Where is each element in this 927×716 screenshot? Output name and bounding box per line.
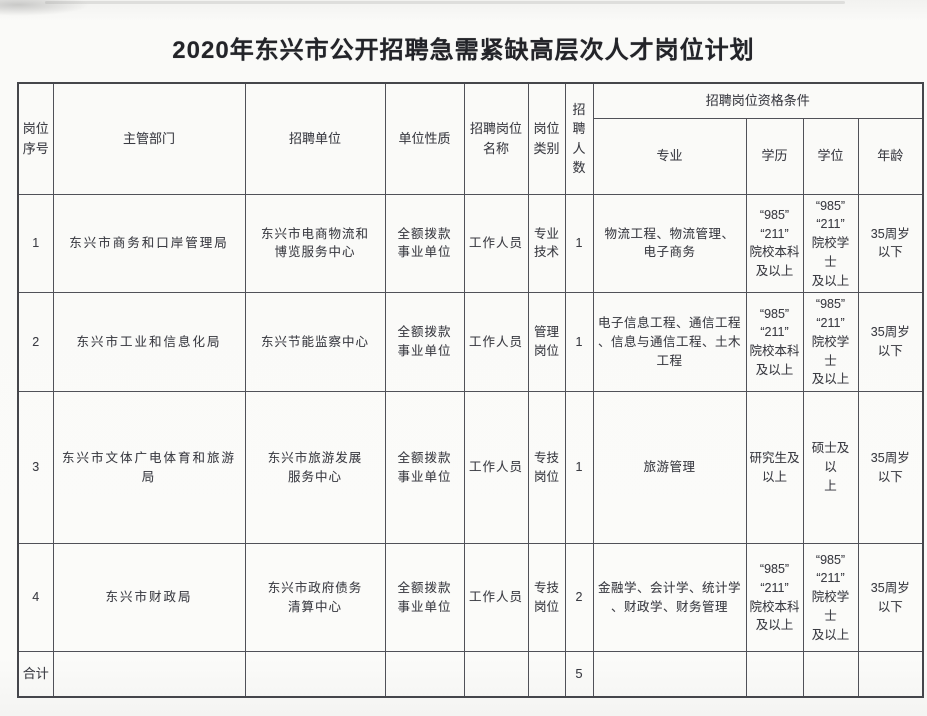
cell-degree: “985” “211” 院校学士 及以上 [802,292,859,392]
cell-count: 2 [564,543,594,652]
cell-nature: 全额拨款 事业单位 [384,543,465,652]
scan-artifact-line [45,1,845,4]
header-qualification-group: 招聘岗位资格条件 [592,82,924,119]
cell-department: 东兴市商务和口岸管理局 [52,193,246,294]
cell-major: 金融学、会计学、统计学 、财政学、财务管理 [592,543,747,652]
cell-education: “985” “211” 院校本科 及以上 [745,193,804,294]
header-degree: 学位 [802,117,859,195]
cell-count: 1 [564,391,594,544]
cell-degree: “985” “211” 院校学士 及以上 [802,543,859,652]
total-empty-department [52,651,246,697]
cell-major: 旅游管理 [592,391,747,544]
total-empty-position [463,651,529,697]
cell-unit: 东兴市政府债务 清算中心 [244,543,386,652]
cell-position: 工作人员 [463,193,529,294]
cell-seq: 4 [17,543,54,652]
total-label: 合计 [17,651,54,697]
cell-seq: 3 [17,391,54,544]
cell-age: 35周岁 以下 [857,391,924,544]
cell-education: “985” “211” 院校本科 及以上 [745,292,804,392]
cell-position: 工作人员 [463,292,529,392]
cell-category: 专技 岗位 [527,543,566,652]
cell-unit: 东兴市电商物流和 博览服务中心 [244,193,386,294]
table-row: 4 东兴市财政局 东兴市政府债务 清算中心 全额拨款 事业单位 工作人员 专技 … [17,543,924,652]
cell-nature: 全额拨款 事业单位 [384,292,465,392]
total-empty-age [857,651,924,697]
table-row: 1 东兴市商务和口岸管理局 东兴市电商物流和 博览服务中心 全额拨款 事业单位 … [17,193,924,294]
header-major: 专业 [592,117,747,195]
cell-nature: 全额拨款 事业单位 [384,193,465,294]
header-count: 招聘人数 [564,82,594,195]
table-row: 3 东兴市文体广电体育和旅游局 东兴市旅游发展 服务中心 全额拨款 事业单位 工… [17,391,924,544]
cell-seq: 2 [17,292,54,392]
cell-age: 35周岁 以下 [857,543,924,652]
page-title: 2020年东兴市公开招聘急需紧缺高层次人才岗位计划 [172,37,755,64]
cell-degree: “985” “211” 院校学士 及以上 [802,193,859,294]
total-empty-nature [384,651,465,697]
cell-education: 研究生及 以上 [745,391,804,544]
cell-position: 工作人员 [463,543,529,652]
cell-department: 东兴市文体广电体育和旅游局 [52,391,246,544]
cell-age: 35周岁 以下 [857,292,924,392]
header-category: 岗位类别 [527,82,566,195]
cell-degree: 硕士及以 上 [802,391,859,544]
total-row: 合计 5 [17,651,924,697]
header-unit: 招聘单位 [244,82,386,195]
recruitment-plan-table: 岗位序号 主管部门 招聘单位 单位性质 招聘岗位名称 岗位类别 招聘人数 招聘岗… [17,82,925,698]
cell-count: 1 [564,193,594,294]
scan-artifact-corner [0,0,90,16]
table-row: 2 东兴市工业和信息化局 东兴节能监察中心 全额拨款 事业单位 工作人员 管理 … [17,292,924,392]
header-position: 招聘岗位名称 [463,82,529,195]
header-seq: 岗位序号 [17,82,54,195]
total-empty-degree [802,651,859,697]
total-empty-category [527,651,566,697]
header-education: 学历 [745,117,804,195]
cell-age: 35周岁 以下 [857,193,924,294]
total-count: 5 [564,651,594,697]
cell-category: 管理 岗位 [527,292,566,392]
cell-position: 工作人员 [463,391,529,544]
cell-department: 东兴市财政局 [52,543,246,652]
cell-unit: 东兴市旅游发展 服务中心 [244,391,386,544]
cell-major: 物流工程、物流管理、 电子商务 [592,193,747,294]
total-empty-major [592,651,747,697]
cell-education: “985” “211” 院校本科 及以上 [745,543,804,652]
header-nature: 单位性质 [384,82,465,195]
total-empty-education [745,651,804,697]
cell-seq: 1 [17,193,54,294]
cell-major: 电子信息工程、通信工程 、信息与通信工程、土木 工程 [592,292,747,392]
total-empty-unit [244,651,386,697]
header-age: 年龄 [857,117,924,195]
cell-count: 1 [564,292,594,392]
cell-nature: 全额拨款 事业单位 [384,391,465,544]
cell-category: 专技 岗位 [527,391,566,544]
cell-department: 东兴市工业和信息化局 [52,292,246,392]
cell-unit: 东兴节能监察中心 [244,292,386,392]
cell-category: 专业 技术 [527,193,566,294]
header-department: 主管部门 [52,82,246,195]
